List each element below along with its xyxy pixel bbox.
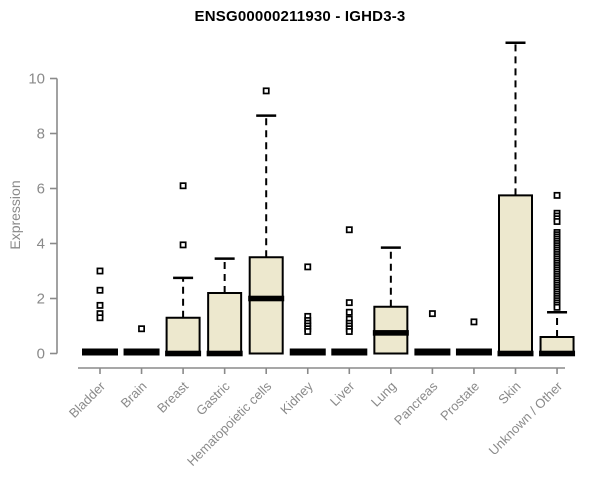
box-Hematopoietic cells: [248, 256, 284, 355]
y-axis-title: Expression: [7, 180, 23, 250]
outlier-point: [304, 328, 312, 335]
chart-title: ENSG00000211930 - IGHD3-3: [194, 8, 406, 25]
median-line: [206, 350, 243, 357]
outlier-point: [179, 241, 187, 249]
median-line: [539, 350, 576, 357]
outlier-point: [138, 325, 145, 333]
x-tick-label: Breast: [154, 378, 191, 415]
x-tick-label: Unknown / Other: [486, 378, 566, 458]
y-tick-label: 0: [37, 346, 45, 363]
outlier-point: [553, 218, 561, 225]
x-tick-label: Bladder: [66, 378, 109, 421]
outlier-point: [96, 301, 104, 309]
outlier-point: [304, 263, 312, 271]
outlier-point: [262, 87, 270, 95]
outlier-point: [553, 303, 561, 311]
x-tick-label: Gastric: [193, 378, 233, 418]
outlier-point: [470, 318, 478, 326]
x-tick-label: Brain: [118, 379, 150, 411]
y-tick-label: 4: [37, 236, 45, 253]
outlier-point: [345, 226, 353, 234]
box-Gastric: [207, 292, 243, 355]
collapsed-box-Kidney: [289, 348, 326, 356]
x-tick-label: Kidney: [277, 378, 316, 417]
collapsed-box-Liver: [331, 348, 368, 356]
collapsed-box-Brain: [123, 348, 160, 356]
x-tick-label: Liver: [327, 378, 358, 409]
median-line: [372, 330, 409, 336]
outlier-point: [345, 308, 353, 316]
x-tick-label: Lung: [368, 379, 399, 410]
box-Skin: [498, 194, 533, 355]
x-tick-label: Skin: [495, 379, 523, 407]
collapsed-box-Bladder: [82, 348, 118, 356]
outlier-point: [553, 191, 561, 199]
y-tick-label: 6: [37, 181, 45, 198]
y-tick-label: 8: [37, 126, 45, 143]
outlier-point: [428, 310, 436, 318]
outlier-point: [96, 314, 104, 322]
median-line: [497, 350, 534, 357]
collapsed-box-Pancreas: [414, 348, 451, 356]
x-tick-label: Prostate: [437, 379, 482, 424]
outlier-point: [96, 286, 104, 294]
outlier-point: [179, 182, 187, 190]
median-line: [165, 350, 202, 357]
median-line: [248, 295, 285, 302]
x-tick-label: Pancreas: [391, 378, 441, 428]
outlier-point: [345, 328, 353, 335]
outlier-point: [345, 299, 353, 307]
y-tick-label: 2: [37, 291, 45, 308]
y-tick-label: 10: [28, 71, 45, 88]
box-Breast: [165, 316, 201, 355]
outlier-point: [96, 267, 104, 275]
collapsed-box-Prostate: [455, 348, 492, 356]
